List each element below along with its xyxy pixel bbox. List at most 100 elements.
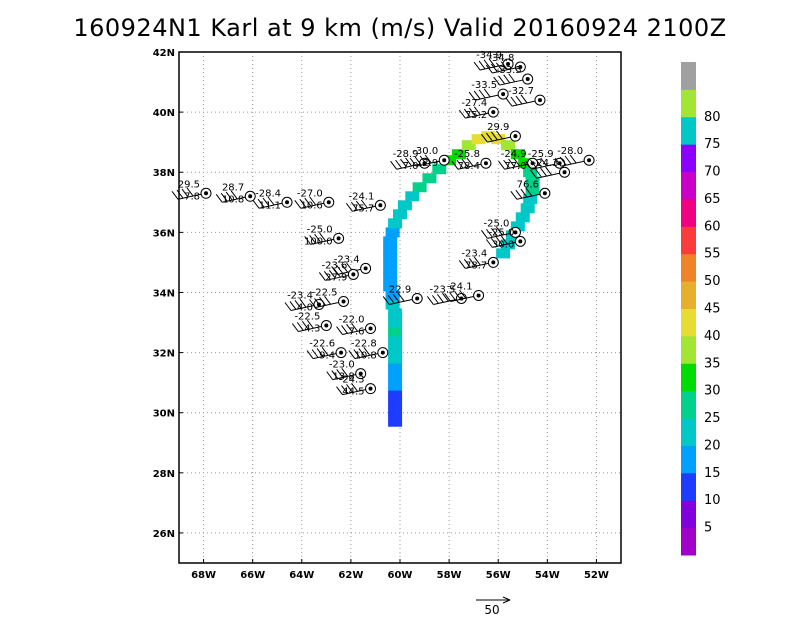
- station-dot: [442, 158, 447, 163]
- wind-barb-feather: [426, 296, 434, 305]
- wind-barb-staff: [312, 353, 337, 360]
- wind-barb-feather: [495, 236, 503, 246]
- wind-barb-staff: [300, 202, 324, 209]
- wind-barb-feather: [520, 94, 528, 104]
- color-bar-segment: [681, 363, 696, 392]
- color-bar-label: 35: [704, 356, 721, 371]
- lat-lon-grid: [179, 51, 621, 563]
- wind-cell: [523, 194, 538, 205]
- wind-barb-feather: [530, 159, 538, 169]
- observation-station: -27.010.6: [294, 188, 335, 211]
- wind-barb-feather: [316, 348, 324, 357]
- wind-barb-feather: [540, 157, 548, 167]
- observation-station: -24.175.7: [345, 191, 386, 214]
- observation-speed-label: 76.6: [517, 179, 539, 190]
- wind-barb-feather: [382, 296, 390, 305]
- wind-barb-staff: [499, 79, 523, 86]
- wind-cell: [525, 176, 540, 187]
- wind-cell: [388, 326, 403, 337]
- wind-barb-feather: [525, 187, 533, 197]
- observation-station: -27.475.2: [458, 98, 499, 121]
- observation-speed-label: -25.0: [484, 218, 510, 229]
- wind-barb-feather: [319, 232, 327, 242]
- reference-vector: 50: [476, 596, 511, 617]
- wind-barb-staff: [560, 160, 585, 167]
- observation-station: -33.5: [493, 65, 534, 86]
- wind-barb-feather: [503, 74, 511, 84]
- station-dot: [415, 296, 420, 301]
- color-bar-label: 10: [704, 493, 721, 508]
- wind-cell: [388, 317, 403, 328]
- observation-direction-label: 10.8: [222, 194, 244, 205]
- station-dot: [368, 326, 373, 331]
- wind-barb-staff: [504, 163, 528, 170]
- color-bar-segment: [681, 527, 696, 556]
- wind-cell: [432, 164, 447, 175]
- observation-speed-label: -23.0: [329, 360, 355, 371]
- wind-cell: [388, 362, 403, 373]
- wind-barb-feather: [545, 166, 552, 176]
- x-tick-label: 58W: [437, 570, 462, 581]
- x-tick-label: 54W: [535, 570, 560, 581]
- wind-barb-feather: [321, 346, 329, 356]
- wind-barb-staff: [487, 232, 511, 239]
- wind-barb-feather: [525, 160, 533, 170]
- color-bar-label: 5: [704, 521, 712, 536]
- wind-barb-feather: [508, 73, 516, 83]
- station-dot: [491, 110, 496, 115]
- x-tick-label: 66W: [240, 570, 265, 581]
- station-dot: [380, 350, 385, 355]
- y-tick-label: 32N: [153, 349, 175, 360]
- observation-speed-label: -34.8: [488, 53, 514, 64]
- wind-barb-feather: [360, 199, 368, 209]
- color-bar-segment: [681, 62, 696, 90]
- wind-cell: [388, 353, 403, 364]
- wind-barb-staff: [315, 301, 339, 308]
- observation-speed-label: -27.0: [297, 188, 323, 199]
- observation-station: 29.57.8: [171, 179, 212, 202]
- wind-barb-feather: [341, 368, 349, 377]
- observation-speed-label: -34.9: [476, 50, 502, 61]
- station-dot: [476, 293, 481, 298]
- wind-barb-staff: [457, 163, 482, 170]
- station-dot: [491, 260, 496, 265]
- color-bar-segment: [681, 171, 696, 200]
- observation-stations: -34.9-34.8-33.5-33.5-32.7-27.475.229.9-2…: [171, 50, 595, 398]
- wind-barb-staff: [492, 241, 516, 248]
- wind-barb-feather: [419, 155, 427, 165]
- wind-barb-feather: [508, 158, 515, 168]
- color-bar-segment: [681, 418, 696, 446]
- wind-cell: [388, 335, 403, 346]
- wind-barb-staff: [325, 274, 349, 281]
- wind-barb-feather: [306, 350, 314, 359]
- wind-barb-staff: [389, 298, 413, 305]
- wind-barb-feather: [458, 260, 466, 269]
- observation-speed-label: -22.8: [351, 339, 377, 350]
- observation-station: -34.8: [485, 53, 526, 74]
- color-bar-label: 25: [704, 411, 721, 426]
- station-dot: [341, 299, 346, 304]
- wind-barb-feather: [400, 158, 407, 168]
- observation-station: -23.627.9: [318, 260, 359, 283]
- wind-cell: [383, 263, 398, 274]
- wind-barb-feather: [463, 108, 471, 118]
- observation-station: -23.478.7: [458, 248, 499, 271]
- color-bar-segment: [681, 472, 696, 501]
- wind-barb-feather: [468, 91, 476, 101]
- x-tick-label: 60W: [388, 570, 413, 581]
- wind-barb-feather: [323, 271, 331, 280]
- wind-barb-feather: [496, 226, 503, 236]
- wind-barb-feather: [319, 296, 326, 306]
- color-bar-segment: [681, 335, 696, 364]
- wind-barb-feather: [449, 292, 456, 301]
- y-tick-label: 38N: [153, 168, 175, 179]
- observation-station: -22.69.4: [306, 339, 347, 362]
- observation-station: -23.013.8: [326, 360, 367, 383]
- observation-speed-label: -33.5: [496, 65, 522, 76]
- observation-speed-label: -24.9: [501, 149, 527, 160]
- wind-cell: [515, 212, 530, 223]
- observation-station: 22.9: [382, 284, 423, 305]
- observation-station: -30.02.9: [409, 146, 450, 169]
- wind-barb-feather: [503, 159, 511, 169]
- observation-direction-label: 78.4: [458, 161, 480, 172]
